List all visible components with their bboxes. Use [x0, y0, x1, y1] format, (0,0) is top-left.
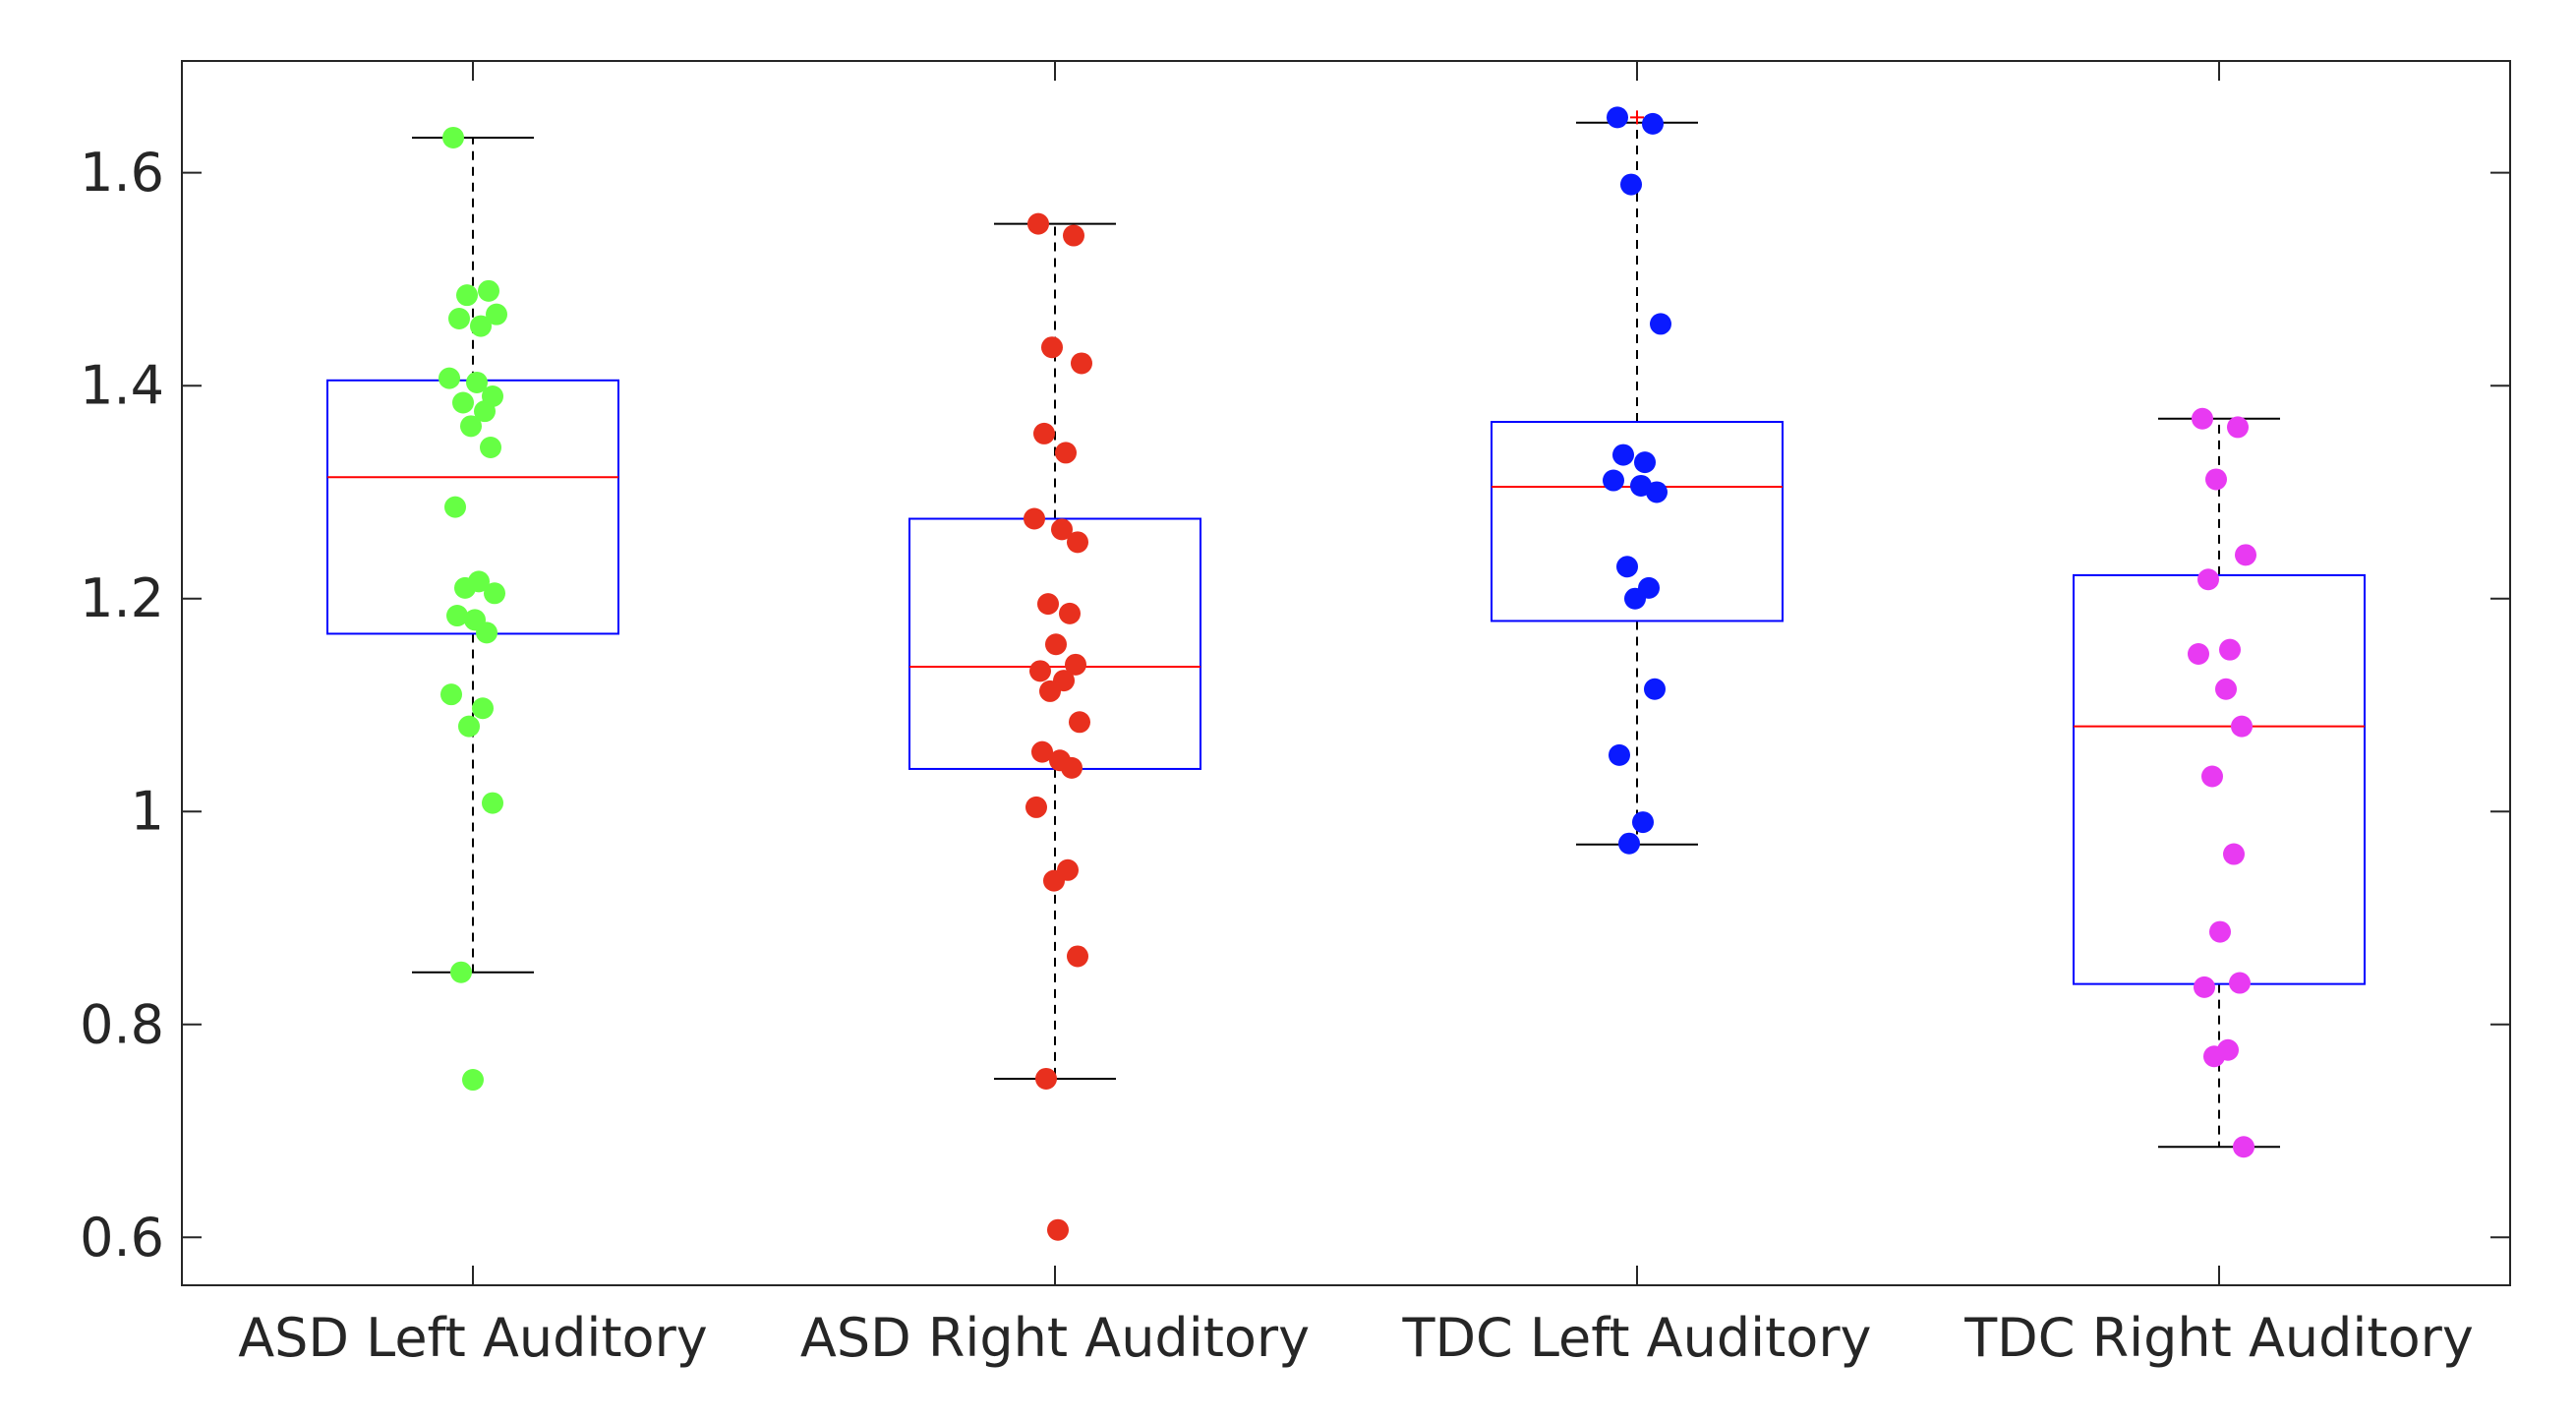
data-point	[2194, 976, 2215, 998]
data-point	[1067, 945, 1088, 968]
data-point	[458, 715, 480, 738]
data-point	[482, 792, 503, 814]
data-point	[1063, 224, 1084, 247]
data-point	[1650, 313, 1671, 335]
data-point	[484, 582, 505, 605]
data-point	[472, 697, 494, 720]
data-point	[1618, 832, 1640, 855]
y-tick-label: 1	[131, 781, 164, 843]
data-point	[439, 367, 460, 389]
x-category-label: ASD Right Auditory	[800, 1307, 1310, 1369]
data-point	[456, 284, 478, 307]
iqr-box	[1491, 421, 1784, 622]
data-point	[1035, 1067, 1057, 1090]
data-point	[1067, 531, 1088, 554]
y-tick-label: 0.8	[80, 993, 164, 1055]
data-point	[1061, 756, 1083, 779]
data-point	[1634, 451, 1656, 474]
data-point	[476, 621, 498, 644]
data-point	[1603, 469, 1624, 492]
data-point	[1055, 442, 1077, 464]
data-point	[450, 961, 472, 983]
data-point	[1609, 743, 1630, 766]
data-point	[2203, 1045, 2225, 1068]
data-point	[2231, 715, 2253, 738]
data-point	[2215, 678, 2237, 700]
data-point	[1025, 796, 1047, 818]
data-point	[446, 605, 468, 627]
x-category-label: TDC Left Auditory	[1401, 1307, 1871, 1369]
data-point	[2227, 416, 2249, 439]
data-point	[480, 436, 501, 458]
data-point	[442, 126, 464, 148]
data-point	[452, 391, 474, 414]
data-point	[462, 1069, 484, 1092]
plot-area	[181, 60, 2511, 1286]
data-point	[486, 303, 507, 325]
data-point	[1059, 602, 1081, 624]
data-point	[1051, 518, 1073, 541]
data-point	[1039, 680, 1061, 702]
data-point	[1616, 556, 1638, 578]
data-point	[1620, 173, 1642, 196]
data-point	[448, 307, 470, 329]
data-point	[2205, 468, 2227, 491]
data-point	[1024, 507, 1045, 530]
data-point	[1031, 740, 1053, 763]
data-point	[2219, 638, 2241, 661]
data-point	[1069, 711, 1090, 734]
data-point	[478, 279, 499, 302]
data-point	[1043, 869, 1065, 892]
data-point	[2235, 544, 2256, 566]
data-point	[1027, 212, 1049, 235]
y-tick-label: 1.2	[80, 567, 164, 629]
data-point	[1065, 653, 1086, 676]
data-point	[2192, 407, 2213, 430]
data-point	[474, 400, 496, 423]
data-point	[1644, 678, 1666, 700]
data-point	[470, 315, 492, 337]
x-category-label: ASD Left Auditory	[238, 1307, 708, 1369]
x-category-label: TDC Right Auditory	[1963, 1307, 2474, 1369]
data-point	[1029, 660, 1051, 682]
data-point	[440, 683, 462, 706]
data-point	[444, 496, 466, 518]
data-point	[1642, 112, 1664, 135]
data-point	[1041, 336, 1063, 359]
y-tick-label: 1.4	[80, 355, 164, 417]
data-point	[1646, 481, 1668, 503]
data-point	[1612, 444, 1634, 466]
data-point	[454, 576, 476, 599]
data-point	[2209, 920, 2231, 943]
data-point	[1624, 587, 1646, 610]
data-point	[460, 415, 482, 438]
data-point	[2233, 1136, 2254, 1158]
data-point	[2201, 765, 2223, 788]
data-point	[1045, 633, 1067, 656]
y-tick-label: 1.6	[80, 142, 164, 204]
data-point	[2188, 643, 2209, 666]
outlier-marker	[1630, 110, 1644, 125]
data-point	[466, 371, 488, 393]
y-tick-label: 0.6	[80, 1207, 164, 1269]
data-point	[1033, 422, 1055, 444]
data-point	[2229, 972, 2251, 994]
data-point	[1632, 811, 1654, 834]
iqr-box	[2073, 573, 2366, 985]
data-point	[1607, 106, 1628, 129]
data-point	[1037, 593, 1059, 616]
data-point	[1071, 352, 1092, 375]
data-point	[2197, 568, 2219, 591]
data-point	[1047, 1218, 1069, 1241]
data-point	[2223, 843, 2245, 865]
